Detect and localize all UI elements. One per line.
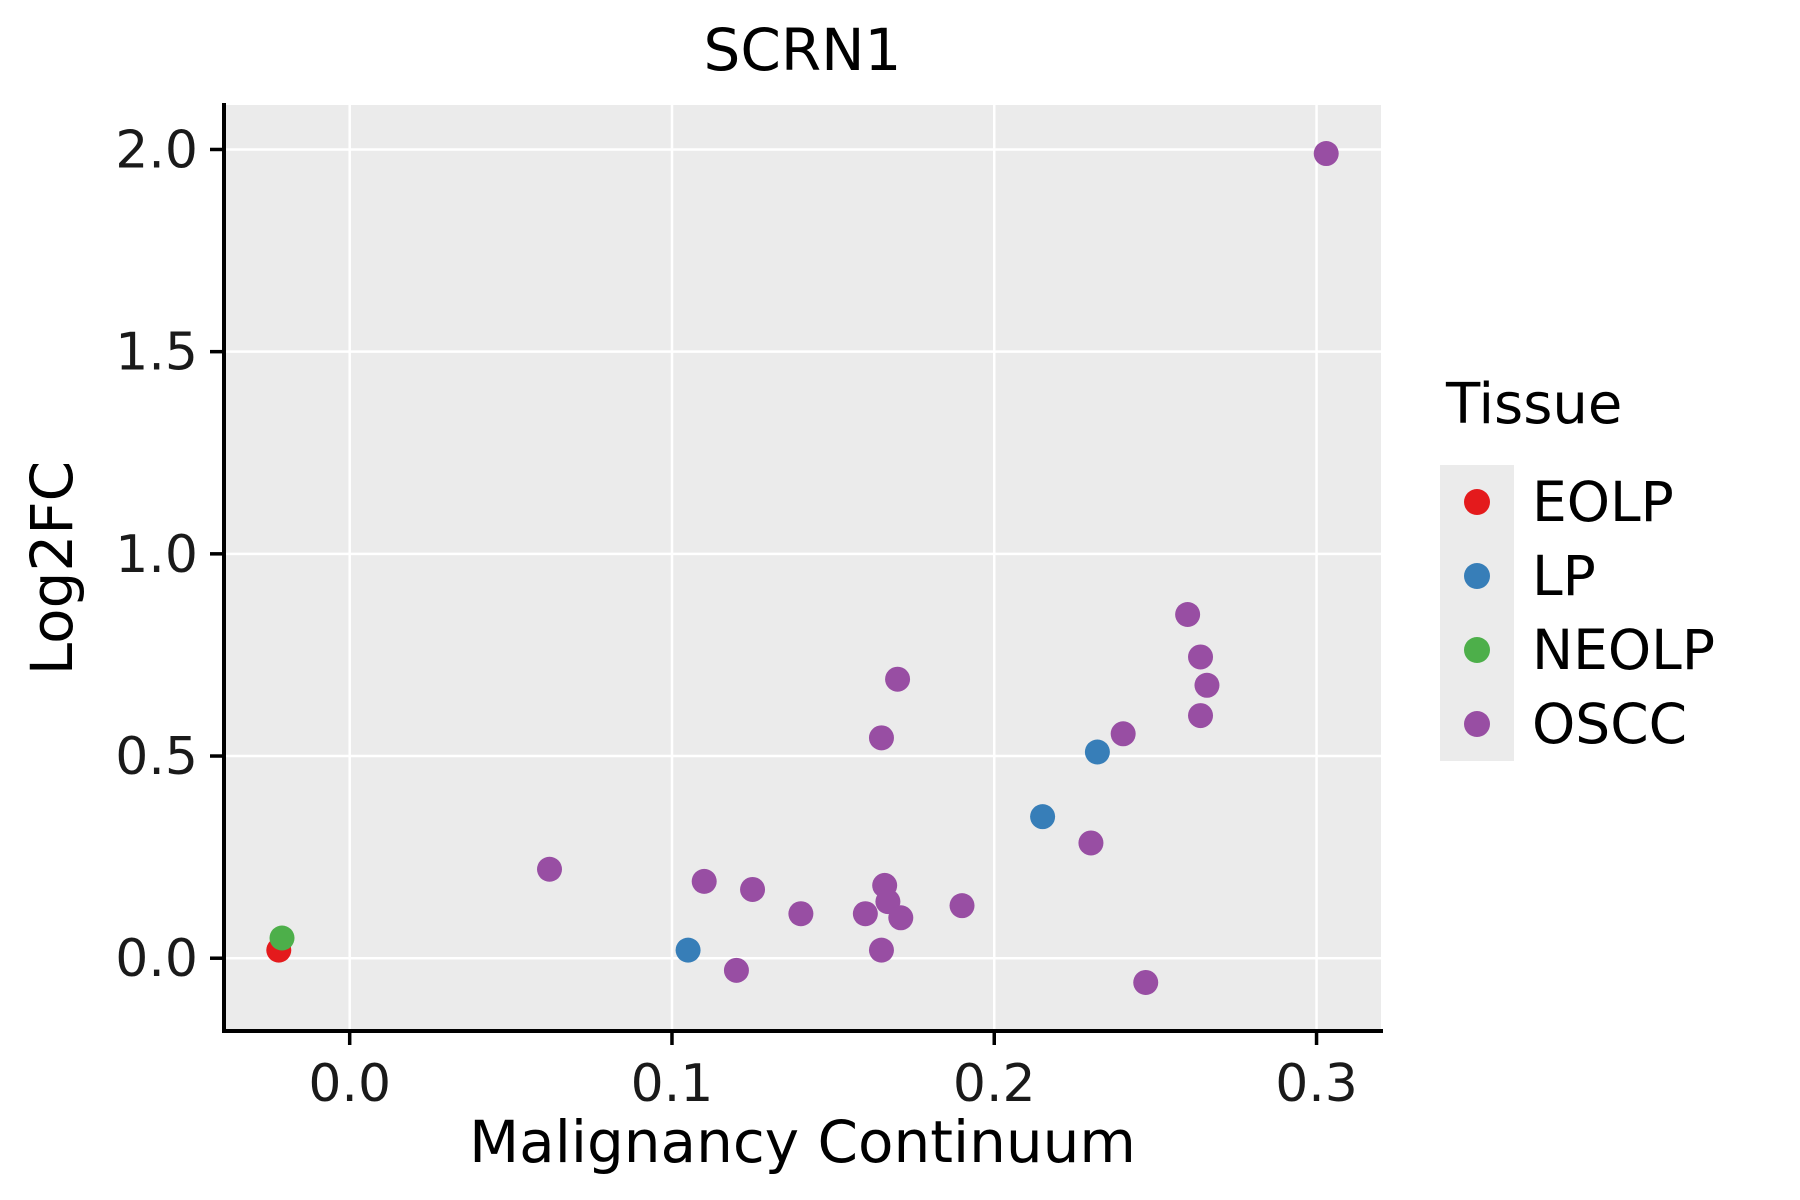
legend-key: [1440, 613, 1514, 687]
legend: Tissue EOLP LP NEOLP OSCC: [1440, 372, 1800, 761]
data-point-oscc: [691, 868, 717, 894]
legend-item-neolp: NEOLP: [1440, 613, 1800, 687]
legend-label: NEOLP: [1532, 618, 1715, 682]
y-tick-label: 2.0: [115, 120, 198, 180]
data-point-lp: [675, 937, 701, 963]
legend-dot-neolp: [1464, 637, 1490, 663]
legend-key: [1440, 539, 1514, 613]
legend-key: [1440, 687, 1514, 761]
y-tick-label: 1.0: [115, 525, 198, 585]
data-point-oscc: [1175, 602, 1201, 628]
data-point-oscc: [1313, 141, 1339, 167]
data-point-oscc: [537, 856, 563, 882]
legend-dot-eolp: [1464, 489, 1490, 515]
data-point-oscc: [868, 725, 894, 751]
y-tick-label: 0.0: [115, 929, 198, 989]
data-point-oscc: [740, 876, 766, 902]
data-point-oscc: [788, 901, 814, 927]
legend-label: OSCC: [1532, 692, 1688, 756]
chart-title: SCRN1: [703, 16, 902, 84]
x-tick-label: 0.2: [953, 1054, 1036, 1114]
data-point-lp: [1084, 739, 1110, 765]
data-point-oscc: [888, 905, 914, 931]
data-point-oscc: [1194, 672, 1220, 698]
legend-label: LP: [1532, 544, 1596, 608]
data-point-oscc: [1188, 703, 1214, 729]
data-point-oscc: [1188, 644, 1214, 670]
data-point-oscc: [1110, 721, 1136, 747]
x-axis-label: Malignancy Continuum: [469, 1108, 1136, 1176]
data-point-oscc: [852, 901, 878, 927]
legend-item-oscc: OSCC: [1440, 687, 1800, 761]
x-tick-label: 0.3: [1275, 1054, 1358, 1114]
data-point-oscc: [885, 666, 911, 692]
data-point-oscc: [723, 957, 749, 983]
y-tick-label: 0.5: [115, 727, 198, 787]
legend-item-lp: LP: [1440, 539, 1800, 613]
legend-key: [1440, 465, 1514, 539]
legend-title: Tissue: [1446, 372, 1623, 437]
x-tick-label: 0.1: [631, 1054, 714, 1114]
data-point-oscc: [949, 893, 975, 919]
legend-item-eolp: EOLP: [1440, 465, 1800, 539]
y-tick-label: 1.5: [115, 323, 198, 383]
data-point-neolp: [269, 925, 295, 951]
data-point-oscc: [1133, 969, 1159, 995]
plot-panel: [224, 105, 1381, 1031]
data-point-oscc: [868, 937, 894, 963]
legend-dot-lp: [1464, 563, 1490, 589]
x-tick-label: 0.0: [308, 1054, 391, 1114]
legend-dot-oscc: [1464, 711, 1490, 737]
legend-label: EOLP: [1532, 470, 1674, 534]
data-point-lp: [1030, 804, 1056, 830]
legend-items: EOLP LP NEOLP OSCC: [1440, 465, 1800, 761]
data-point-oscc: [1078, 830, 1104, 856]
